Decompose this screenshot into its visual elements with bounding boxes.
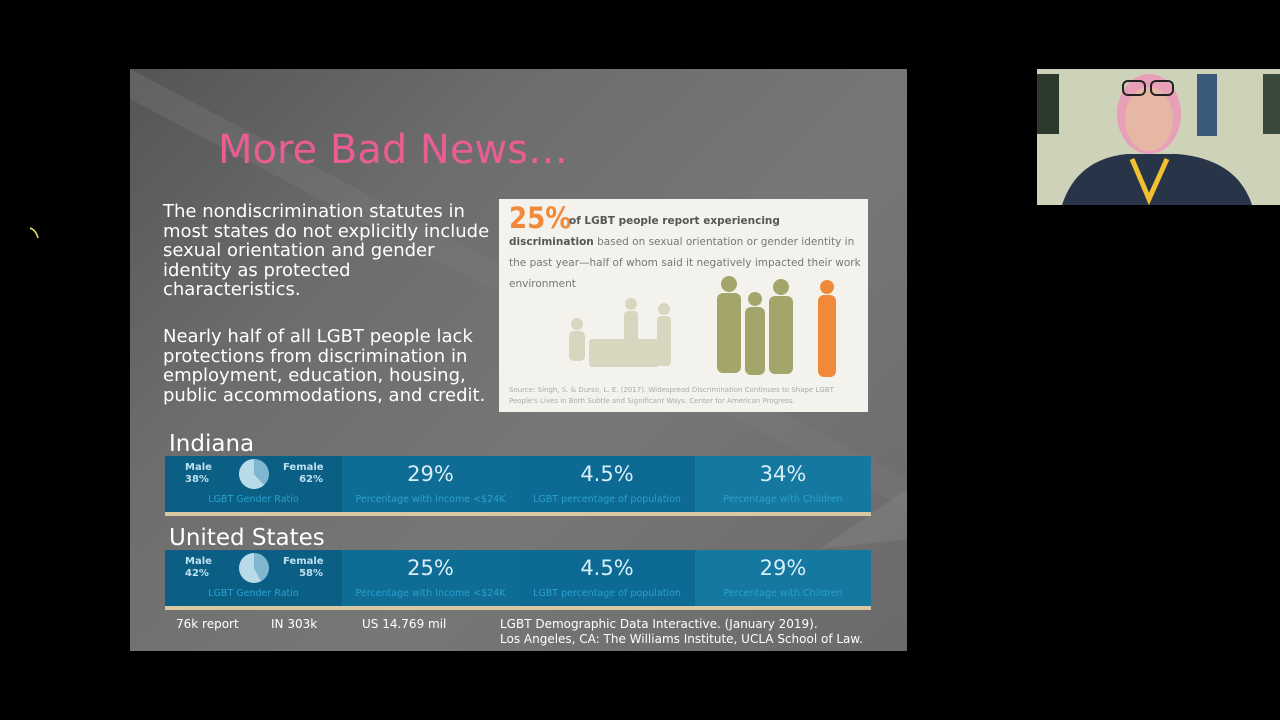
- info-headline: of LGBT people report experiencing discr…: [509, 215, 780, 248]
- gender-value: 38%: [185, 474, 209, 485]
- footnote: US 14.769 mil: [362, 617, 447, 631]
- paragraph: Nearly half of all LGBT people lack prot…: [163, 326, 486, 406]
- gender-name: Female: [283, 556, 324, 567]
- citation-line: Los Angeles, CA: The Williams Institute,…: [500, 632, 863, 646]
- stat-value: 29%: [407, 462, 454, 486]
- stat-caption: Percentage with Children: [723, 588, 843, 599]
- infographic: 25% of LGBT people report experiencing d…: [499, 199, 868, 412]
- webcam-scene: [1037, 69, 1280, 205]
- gender-name: Female: [283, 462, 324, 473]
- gender-pie: [239, 553, 269, 583]
- slide: More Bad News… The nondiscrimination sta…: [130, 69, 907, 651]
- stat-value: 4.5%: [580, 556, 634, 580]
- gender-value: 62%: [299, 474, 323, 485]
- gender-caption: LGBT Gender Ratio: [208, 494, 299, 505]
- panel-label: Indiana: [169, 431, 255, 457]
- stat-caption: LGBT percentage of population: [533, 588, 681, 599]
- pie-slice: [254, 459, 269, 485]
- slide-title: More Bad News…: [218, 127, 569, 173]
- silhouettes: [569, 276, 836, 377]
- gender-pie: [239, 459, 269, 489]
- citation: LGBT Demographic Data Interactive. (Janu…: [500, 617, 863, 647]
- footnote: IN 303k: [271, 617, 318, 631]
- pie-slice: [239, 459, 265, 489]
- stat-panel: Male 38% Female 62% LGBT Gender Ratio 29% Perc…: [165, 456, 871, 516]
- stat-value: 25%: [407, 556, 454, 580]
- stat-value: 4.5%: [580, 462, 634, 486]
- paragraph: The nondiscrimination statutes in most s…: [163, 201, 490, 300]
- gender-name: Male: [185, 462, 212, 473]
- info-source: Source: Singh, S. & Durso, L. E. (2017).…: [509, 386, 834, 405]
- panel-segment: [519, 456, 695, 512]
- panel-segment: [342, 456, 519, 512]
- stat-caption: LGBT percentage of population: [533, 494, 681, 505]
- panel-segment: [519, 550, 695, 606]
- stat-value: 34%: [759, 462, 807, 486]
- webcam-video: [1037, 69, 1280, 205]
- pie-slice: [254, 553, 269, 582]
- stat-caption: Percentage with Children: [723, 494, 843, 505]
- panel-segment: [695, 456, 871, 512]
- cursor: [29, 227, 39, 239]
- gender-value: 58%: [299, 568, 323, 579]
- panel-label: United States: [169, 525, 325, 551]
- gender-value: 42%: [185, 568, 209, 579]
- stat-panel: Male 42% Female 58% LGBT Gender Ratio 25% Perc…: [165, 550, 871, 610]
- gender-name: Male: [185, 556, 212, 567]
- citation-line: LGBT Demographic Data Interactive. (Janu…: [500, 617, 818, 631]
- stat-caption: Percentage with Income <$24K: [355, 494, 506, 505]
- panel-segment: [342, 550, 519, 606]
- info-stat: 25%: [509, 201, 572, 235]
- pie-slice: [239, 553, 262, 583]
- stat-value: 29%: [759, 556, 807, 580]
- info-text: of LGBT people report experiencing discr…: [509, 211, 864, 295]
- stat-caption: Percentage with Income <$24K: [355, 588, 506, 599]
- footnote: 76k report: [176, 617, 239, 631]
- info-body: based on sexual orientation or gender id…: [509, 236, 861, 290]
- panel-segment: [695, 550, 871, 606]
- gender-caption: LGBT Gender Ratio: [208, 588, 299, 599]
